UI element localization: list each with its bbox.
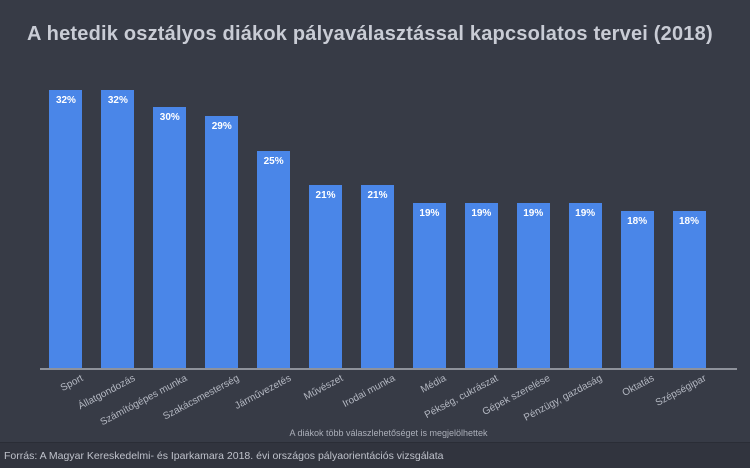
bar-value-label: 32% bbox=[107, 95, 128, 106]
bar-slot: 19% Gépek szerelése bbox=[481, 55, 559, 418]
bar[interactable]: 29% bbox=[205, 116, 239, 368]
bar[interactable]: 21% bbox=[309, 185, 343, 368]
bar-slot: 29% Szakácsmesterség bbox=[161, 55, 248, 422]
bar[interactable]: 19% bbox=[412, 203, 446, 368]
plot-area: 32% Sport 32% Állatgondozás 30% Számítóg… bbox=[0, 55, 750, 428]
bar-series: 32% Sport 32% Állatgondozás 30% Számítóg… bbox=[40, 55, 715, 428]
bar[interactable]: 19% bbox=[516, 203, 550, 368]
bar[interactable]: 32% bbox=[101, 90, 135, 368]
bar-value-label: 19% bbox=[523, 208, 544, 219]
bar[interactable]: 32% bbox=[49, 90, 83, 368]
bar-slot: 19% Pénzügy, gazdaság bbox=[522, 55, 611, 424]
bar[interactable]: 18% bbox=[620, 211, 654, 368]
bar-slot: 30% Számítógépes munka bbox=[98, 55, 196, 428]
bar-value-label: 21% bbox=[367, 190, 388, 201]
bar-slot: 18% Oktatás bbox=[611, 55, 663, 399]
bar-slot: 19% Média bbox=[403, 55, 455, 396]
bar-value-label: 18% bbox=[679, 216, 700, 227]
bar-value-label: 19% bbox=[419, 208, 440, 219]
bar-value-label: 30% bbox=[159, 112, 180, 123]
bar[interactable]: 21% bbox=[360, 185, 394, 368]
source-bar: Forrás: A Magyar Kereskedelmi- és Iparka… bbox=[0, 442, 750, 468]
bar[interactable]: 19% bbox=[464, 203, 498, 368]
bar-value-label: 21% bbox=[315, 190, 336, 201]
bar[interactable]: 30% bbox=[153, 107, 187, 368]
bar-value-label: 32% bbox=[55, 95, 76, 106]
source-text: Forrás: A Magyar Kereskedelmi- és Iparka… bbox=[4, 449, 444, 462]
bar-value-label: 18% bbox=[627, 216, 648, 227]
x-axis-line bbox=[40, 368, 737, 370]
bar-slot: 32% Sport bbox=[40, 55, 92, 394]
bar-value-label: 19% bbox=[575, 208, 596, 219]
bar-slot: 18% Szépségipar bbox=[654, 55, 715, 409]
bar-slot: 19% Pékség, cukrászat bbox=[423, 55, 507, 421]
bar-slot: 25% Járművezetés bbox=[233, 55, 300, 412]
bar-value-label: 29% bbox=[211, 121, 232, 132]
bar-slot: 21% Művészet bbox=[300, 55, 352, 403]
bar[interactable]: 19% bbox=[568, 203, 602, 368]
chart-footnote: A diákok több válaszlehetőséget is megje… bbox=[289, 428, 488, 438]
bar-slot: 32% Állatgondozás bbox=[76, 55, 144, 412]
bar-value-label: 19% bbox=[471, 208, 492, 219]
chart-title: A hetedik osztályos diákok pályaválasztá… bbox=[27, 23, 713, 45]
bar[interactable]: 25% bbox=[257, 151, 291, 368]
bar-value-label: 25% bbox=[263, 156, 284, 167]
bar-slot: 21% Irodai munka bbox=[340, 55, 404, 410]
bar[interactable]: 18% bbox=[672, 211, 706, 368]
